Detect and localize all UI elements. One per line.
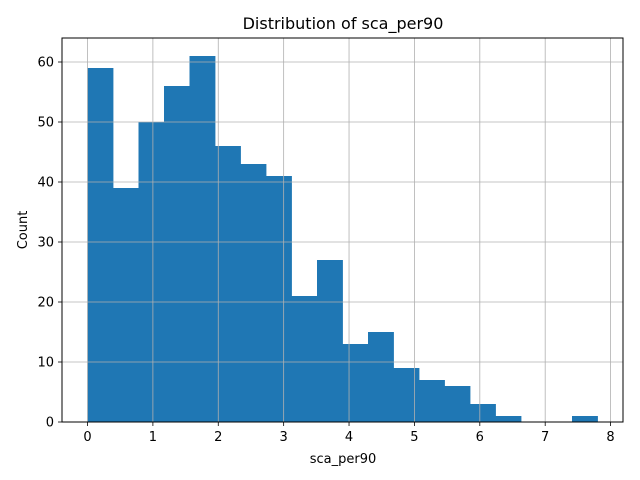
- x-tick-label: 2: [214, 430, 222, 445]
- x-axis-label: sca_per90: [310, 452, 377, 467]
- y-tick-label: 0: [46, 416, 54, 431]
- histogram-bar: [266, 176, 292, 422]
- histogram-bar: [393, 368, 420, 422]
- y-tick-label: 60: [37, 56, 54, 71]
- histogram-bar: [113, 188, 139, 422]
- x-axis-ticks: 0 1 2 3 4 5 6 7 8: [83, 422, 615, 445]
- histogram-bar: [444, 386, 471, 422]
- x-tick-label: 5: [410, 430, 418, 445]
- histogram-bar: [317, 260, 343, 422]
- x-tick-label: 1: [149, 430, 157, 445]
- y-tick-label: 10: [37, 356, 54, 371]
- histogram-bar: [470, 404, 496, 422]
- histogram-bar: [419, 380, 445, 422]
- x-tick-label: 3: [280, 430, 288, 445]
- histogram-bar: [189, 56, 216, 422]
- y-axis-label: Count: [16, 211, 31, 250]
- y-tick-label: 50: [37, 116, 54, 131]
- x-tick-label: 0: [83, 430, 91, 445]
- histogram-bar: [87, 68, 114, 422]
- histogram-bar: [240, 164, 267, 422]
- plot-frame: [61, 37, 624, 423]
- y-tick-label: 20: [37, 296, 54, 311]
- chart-title: Distribution of sca_per90: [243, 14, 444, 34]
- histogram-bar: [368, 332, 394, 422]
- y-tick-label: 30: [37, 236, 54, 251]
- histogram-bar: [342, 344, 369, 422]
- y-tick-label: 40: [37, 176, 54, 191]
- x-tick-label: 6: [476, 430, 484, 445]
- x-tick-label: 7: [541, 430, 549, 445]
- histogram-bar: [164, 86, 190, 422]
- y-axis-ticks: 0 10 20 30 40 50 60: [37, 56, 62, 431]
- x-tick-label: 4: [345, 430, 353, 445]
- histogram-bar: [138, 122, 165, 422]
- histogram-bars: [87, 56, 598, 422]
- histogram-bar: [215, 146, 241, 422]
- histogram-bar: [495, 416, 522, 422]
- histogram-bar: [291, 296, 318, 422]
- x-tick-label: 8: [606, 430, 614, 445]
- histogram-bar: [572, 416, 598, 422]
